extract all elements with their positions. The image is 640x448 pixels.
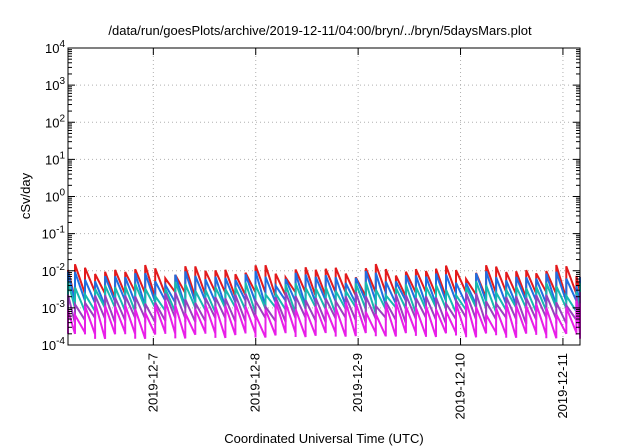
series-line-5 (67, 300, 581, 340)
x-tick-label: 2019-12-10 (453, 353, 468, 420)
chart-title: /data/run/goesPlots/archive/2019-12-11/0… (108, 23, 532, 38)
y-tick-labels: 10-4 10-3 10-2 10-1 100 101 102 103 104 (42, 39, 66, 353)
x-axis-label: Coordinated Universal Time (UTC) (224, 431, 423, 446)
y-tick-label: 103 (45, 76, 65, 93)
x-tick-labels: 2019-12-7 2019-12-8 2019-12-9 2019-12-10 201… (145, 353, 570, 420)
y-tick-label: 10-4 (42, 336, 66, 353)
y-tick-label: 10-1 (42, 225, 66, 242)
y-axis-label: cSv/day (18, 172, 33, 219)
y-tick-label: 102 (45, 113, 65, 130)
y-tick-label: 10-2 (42, 262, 66, 279)
tick-layer (68, 47, 580, 346)
y-tick-label: 10-3 (42, 299, 66, 316)
x-tick-label: 2019-12-7 (145, 353, 160, 412)
y-tick-label: 104 (45, 39, 65, 56)
y-tick-label: 101 (45, 150, 65, 167)
y-tick-label: 100 (45, 188, 65, 205)
x-tick-label: 2019-12-9 (350, 353, 365, 412)
x-tick-label: 2019-12-8 (248, 353, 263, 412)
x-tick-label: 2019-12-11 (555, 353, 570, 419)
series-layer (67, 263, 581, 340)
